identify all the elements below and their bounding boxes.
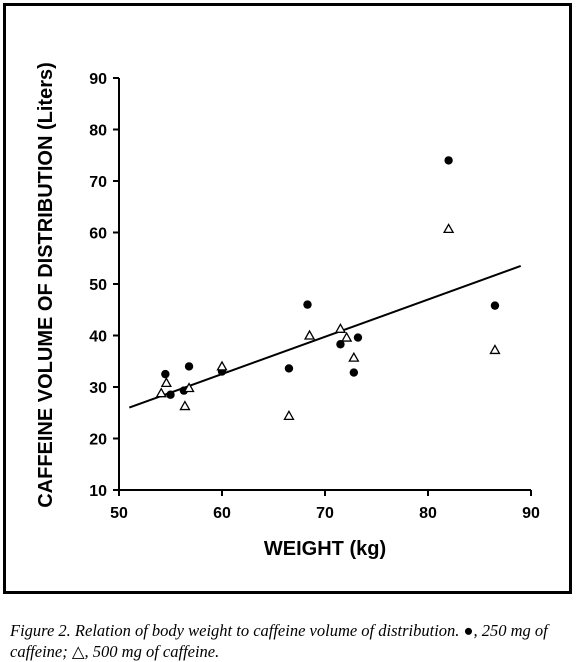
tick-marks [113, 77, 532, 496]
data-point-250mg [303, 300, 312, 309]
data-point-250mg [349, 368, 359, 377]
y-tick-label: 60 [89, 226, 107, 243]
data-point-250mg [490, 301, 500, 310]
regression-line-group [128, 265, 522, 409]
y-tick-label: 90 [89, 71, 107, 88]
scatter-chart: 10 20 30 40 50 60 70 80 90 50 60 70 80 90 WEIGHT (kg)… [35, 62, 540, 560]
data-point-500mg [489, 344, 501, 355]
x-tick-label: 50 [110, 505, 128, 522]
x-axis-title: WEIGHT (kg) [264, 538, 386, 560]
data-point-500mg [179, 400, 191, 411]
y-tick-label: 30 [89, 380, 107, 397]
data-points [155, 156, 501, 420]
figure-caption: Figure 2. Relation of body weight to caf… [10, 620, 575, 662]
y-tick-label: 50 [89, 277, 107, 294]
tick-labels: 10 20 30 40 50 60 70 80 90 50 60 70 80 90 [89, 71, 540, 522]
y-tick-label: 80 [89, 123, 107, 140]
data-point-500mg [303, 329, 316, 340]
data-point-500mg [283, 410, 295, 420]
y-tick-label: 20 [89, 432, 107, 449]
data-point-500mg [334, 322, 347, 333]
data-point-500mg [341, 331, 353, 342]
figure-frame [3, 3, 572, 594]
data-point-250mg [336, 340, 345, 349]
x-tick-label: 80 [419, 505, 437, 522]
regression-line [128, 265, 522, 409]
data-point-250mg [444, 156, 453, 165]
data-point-500mg [183, 382, 195, 393]
x-tick-label: 70 [316, 505, 334, 522]
data-point-250mg [166, 390, 175, 399]
x-tick-label: 60 [213, 505, 231, 522]
y-tick-label: 70 [89, 174, 107, 191]
data-point-250mg [353, 333, 363, 342]
y-axis-title: CAFFEINE VOLUME OF DISTRIBUTION (Liters) [35, 62, 57, 508]
data-point-250mg [161, 369, 170, 379]
x-tick-label: 90 [522, 505, 540, 522]
data-point-500mg [155, 387, 167, 398]
data-point-250mg [184, 362, 194, 371]
data-point-500mg [160, 377, 172, 388]
caption-text: Relation of body weight to caffeine volu… [10, 621, 548, 661]
y-tick-label: 10 [89, 483, 107, 500]
data-point-500mg [442, 223, 455, 234]
y-tick-label: 40 [89, 329, 107, 346]
data-point-250mg [284, 364, 294, 373]
data-point-500mg [216, 360, 228, 371]
caption-label: Figure 2. [10, 621, 71, 640]
data-point-500mg [348, 351, 360, 362]
